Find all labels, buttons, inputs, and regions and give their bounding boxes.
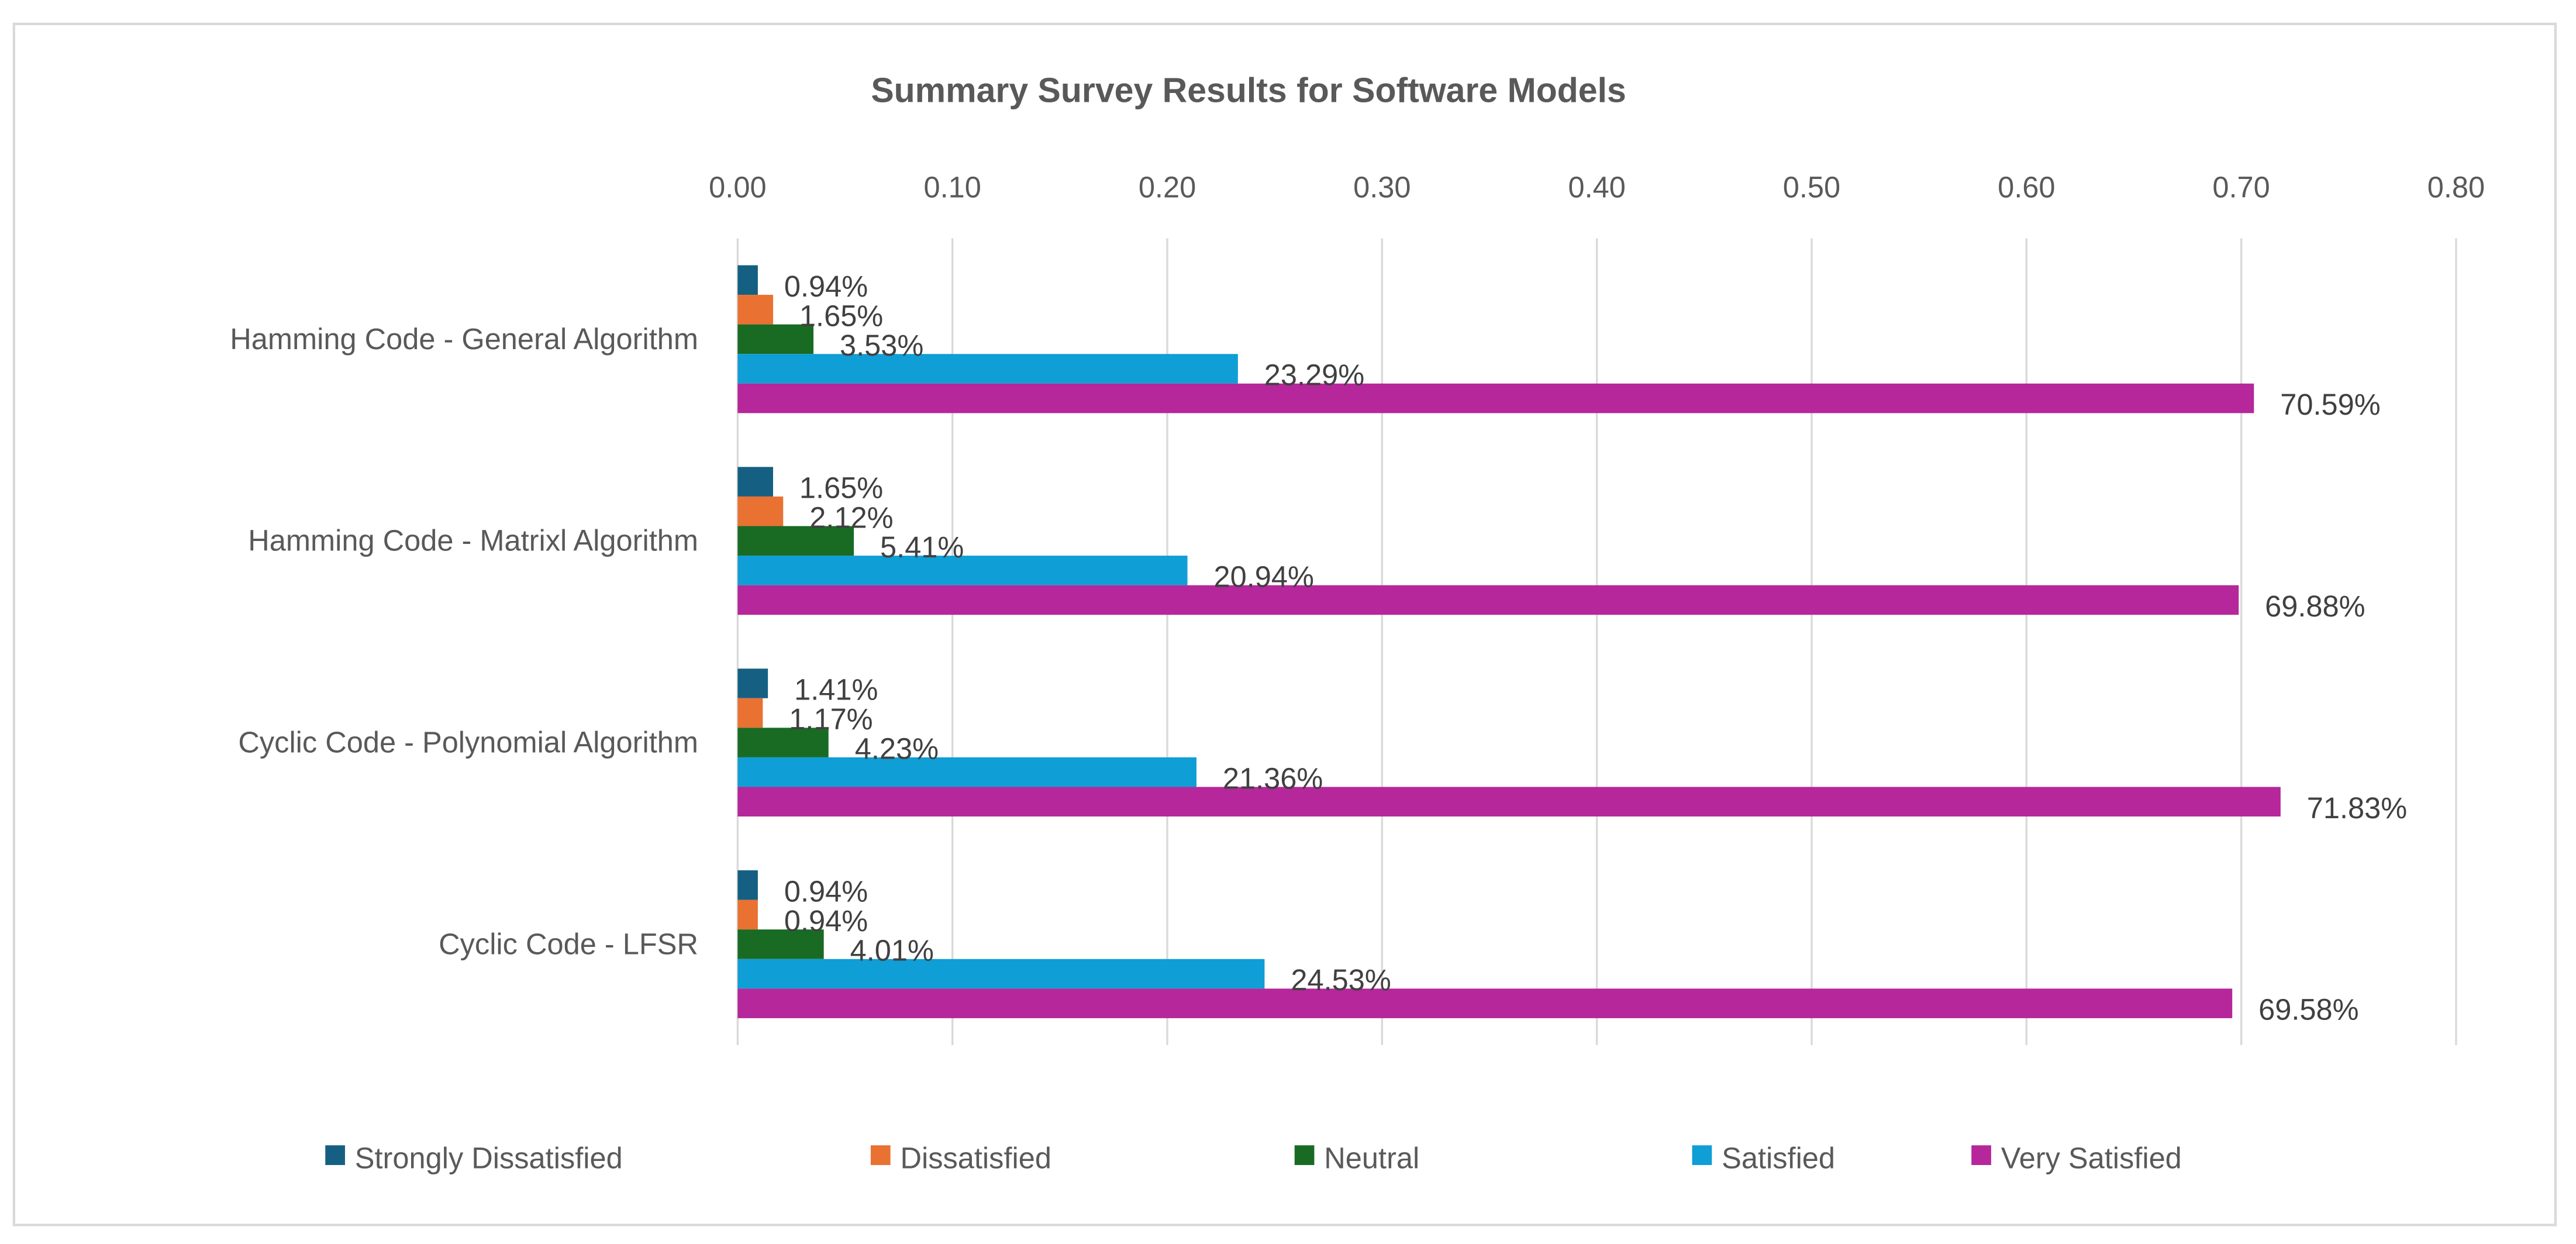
data-label: 0.94% bbox=[784, 270, 868, 303]
bar bbox=[737, 526, 854, 556]
data-label: 1.65% bbox=[799, 471, 883, 505]
legend-swatch bbox=[870, 1145, 891, 1165]
legend-label: Very Satisfied bbox=[2001, 1142, 2182, 1175]
data-label: 5.41% bbox=[880, 530, 964, 564]
bar bbox=[737, 324, 814, 354]
legend: Strongly Dissatisfied Dissatisfied Neutral… bbox=[325, 1142, 2182, 1175]
category-label: Cyclic Code - Polynomial Algorithm bbox=[238, 725, 698, 759]
bars bbox=[737, 265, 2281, 1018]
legend-swatch bbox=[325, 1145, 345, 1165]
legend-swatch bbox=[1971, 1145, 1991, 1165]
bar bbox=[737, 556, 1188, 585]
bar bbox=[737, 787, 2281, 817]
bar bbox=[737, 265, 758, 295]
data-label: 0.94% bbox=[784, 874, 868, 908]
bar bbox=[737, 870, 758, 900]
data-label: 4.01% bbox=[850, 934, 934, 967]
data-label: 20.94% bbox=[1213, 560, 1313, 593]
bar bbox=[737, 295, 773, 325]
bar bbox=[737, 959, 1265, 989]
legend-swatch bbox=[1692, 1145, 1712, 1165]
bar bbox=[737, 757, 1196, 787]
data-labels: 0.94%1.65%3.53%23.29%70.59%1.65%2.12%5.4… bbox=[784, 270, 2407, 1026]
category-label: Hamming Code - General Algorithm bbox=[230, 322, 698, 356]
bar bbox=[737, 496, 784, 526]
data-label: 24.53% bbox=[1291, 963, 1391, 997]
bar bbox=[737, 585, 2239, 615]
x-axis-ticks: 0.00 0.10 0.20 0.30 0.40 0.50 0.60 0.70 0.80 bbox=[709, 170, 2485, 204]
x-tick-label: 0.50 bbox=[1783, 170, 1840, 204]
data-label: 1.41% bbox=[794, 673, 878, 707]
x-tick-label: 0.20 bbox=[1139, 170, 1196, 204]
bar bbox=[737, 383, 2254, 413]
chart-border bbox=[12, 22, 2557, 1226]
legend-label: Neutral bbox=[1324, 1142, 1419, 1175]
data-label: 3.53% bbox=[840, 329, 923, 362]
bar bbox=[737, 354, 1238, 384]
category-label: Cyclic Code - LFSR bbox=[439, 927, 698, 960]
bar bbox=[737, 929, 824, 959]
x-tick-label: 0.40 bbox=[1568, 170, 1625, 204]
bar bbox=[737, 900, 758, 930]
data-label: 1.65% bbox=[799, 299, 883, 332]
x-tick-label: 0.60 bbox=[1998, 170, 2055, 204]
x-tick-label: 0.30 bbox=[1353, 170, 1411, 204]
data-label: 69.88% bbox=[2265, 590, 2365, 623]
data-label: 69.58% bbox=[2258, 993, 2358, 1026]
legend-label: Dissatisfied bbox=[901, 1142, 1051, 1175]
x-tick-label: 0.70 bbox=[2212, 170, 2270, 204]
legend-label: Strongly Dissatisfied bbox=[355, 1142, 623, 1175]
category-label: Hamming Code - Matrixl Algorithm bbox=[248, 524, 698, 557]
data-label: 2.12% bbox=[809, 501, 893, 534]
data-label: 4.23% bbox=[855, 732, 939, 766]
chart-title: Summary Survey Results for Software Mode… bbox=[871, 71, 1626, 109]
x-tick-label: 0.00 bbox=[709, 170, 766, 204]
bar bbox=[737, 728, 829, 757]
legend-swatch bbox=[1294, 1145, 1315, 1165]
data-label: 23.29% bbox=[1264, 359, 1364, 392]
bar bbox=[737, 988, 2233, 1018]
bar bbox=[737, 698, 763, 728]
bar bbox=[737, 668, 768, 698]
data-label: 21.36% bbox=[1223, 761, 1323, 795]
data-label: 0.94% bbox=[784, 904, 868, 938]
bar bbox=[737, 467, 773, 497]
x-tick-label: 0.80 bbox=[2427, 170, 2485, 204]
data-label: 1.17% bbox=[789, 702, 873, 736]
data-label: 70.59% bbox=[2280, 388, 2380, 421]
x-tick-label: 0.10 bbox=[924, 170, 981, 204]
category-labels: Hamming Code - General Algorithm Hamming … bbox=[230, 322, 698, 961]
legend-label: Satisfied bbox=[1722, 1142, 1835, 1175]
data-label: 71.83% bbox=[2307, 791, 2407, 825]
